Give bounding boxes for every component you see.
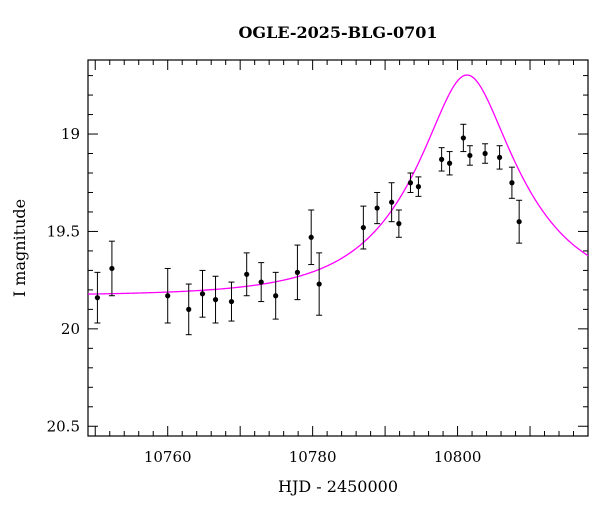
data-point (415, 184, 422, 190)
y-tick-label: 20.5 (47, 417, 80, 435)
y-axis-label: I magnitude (10, 199, 29, 297)
data-point (294, 269, 301, 275)
data-point (460, 135, 466, 141)
data-point (389, 199, 395, 205)
data-point (199, 291, 206, 297)
data-point (273, 293, 279, 299)
chart-title: OGLE-2025-BLG-0701 (238, 23, 437, 42)
data-point (308, 234, 314, 240)
data-point (374, 205, 380, 211)
axis-ticks (88, 60, 589, 436)
x-tick-label: 10760 (144, 448, 192, 466)
x-axis-label: HJD - 2450000 (278, 477, 398, 496)
plot-frame (87, 59, 589, 437)
data-point (316, 281, 322, 287)
data-point (109, 265, 115, 272)
data-point (212, 297, 219, 303)
x-tick-label: 10780 (289, 448, 337, 466)
data-point (228, 298, 235, 305)
data-point (165, 293, 171, 299)
model-curve (87, 74, 589, 295)
data-point (360, 224, 366, 231)
y-tick-label: 19.5 (47, 222, 80, 240)
data-point (407, 180, 414, 186)
data-point (496, 154, 503, 161)
error-bars (94, 123, 523, 336)
x-tick-label: 10800 (434, 448, 482, 466)
data-point (186, 306, 192, 312)
data-point (94, 295, 101, 301)
data-point (516, 219, 522, 225)
data-points (94, 135, 522, 312)
plot-border (87, 59, 589, 437)
tick-labels: 10760 10780 10800 19 19.5 20 20.5 (47, 125, 482, 466)
data-point (439, 156, 445, 162)
data-point (258, 279, 264, 285)
y-tick-label: 20 (61, 320, 80, 338)
data-point (446, 160, 453, 166)
data-point (467, 152, 473, 159)
y-tick-label: 19 (61, 125, 80, 143)
data-point (509, 180, 515, 186)
data-point (244, 271, 250, 277)
data-point (482, 150, 488, 157)
data-point (396, 221, 402, 227)
